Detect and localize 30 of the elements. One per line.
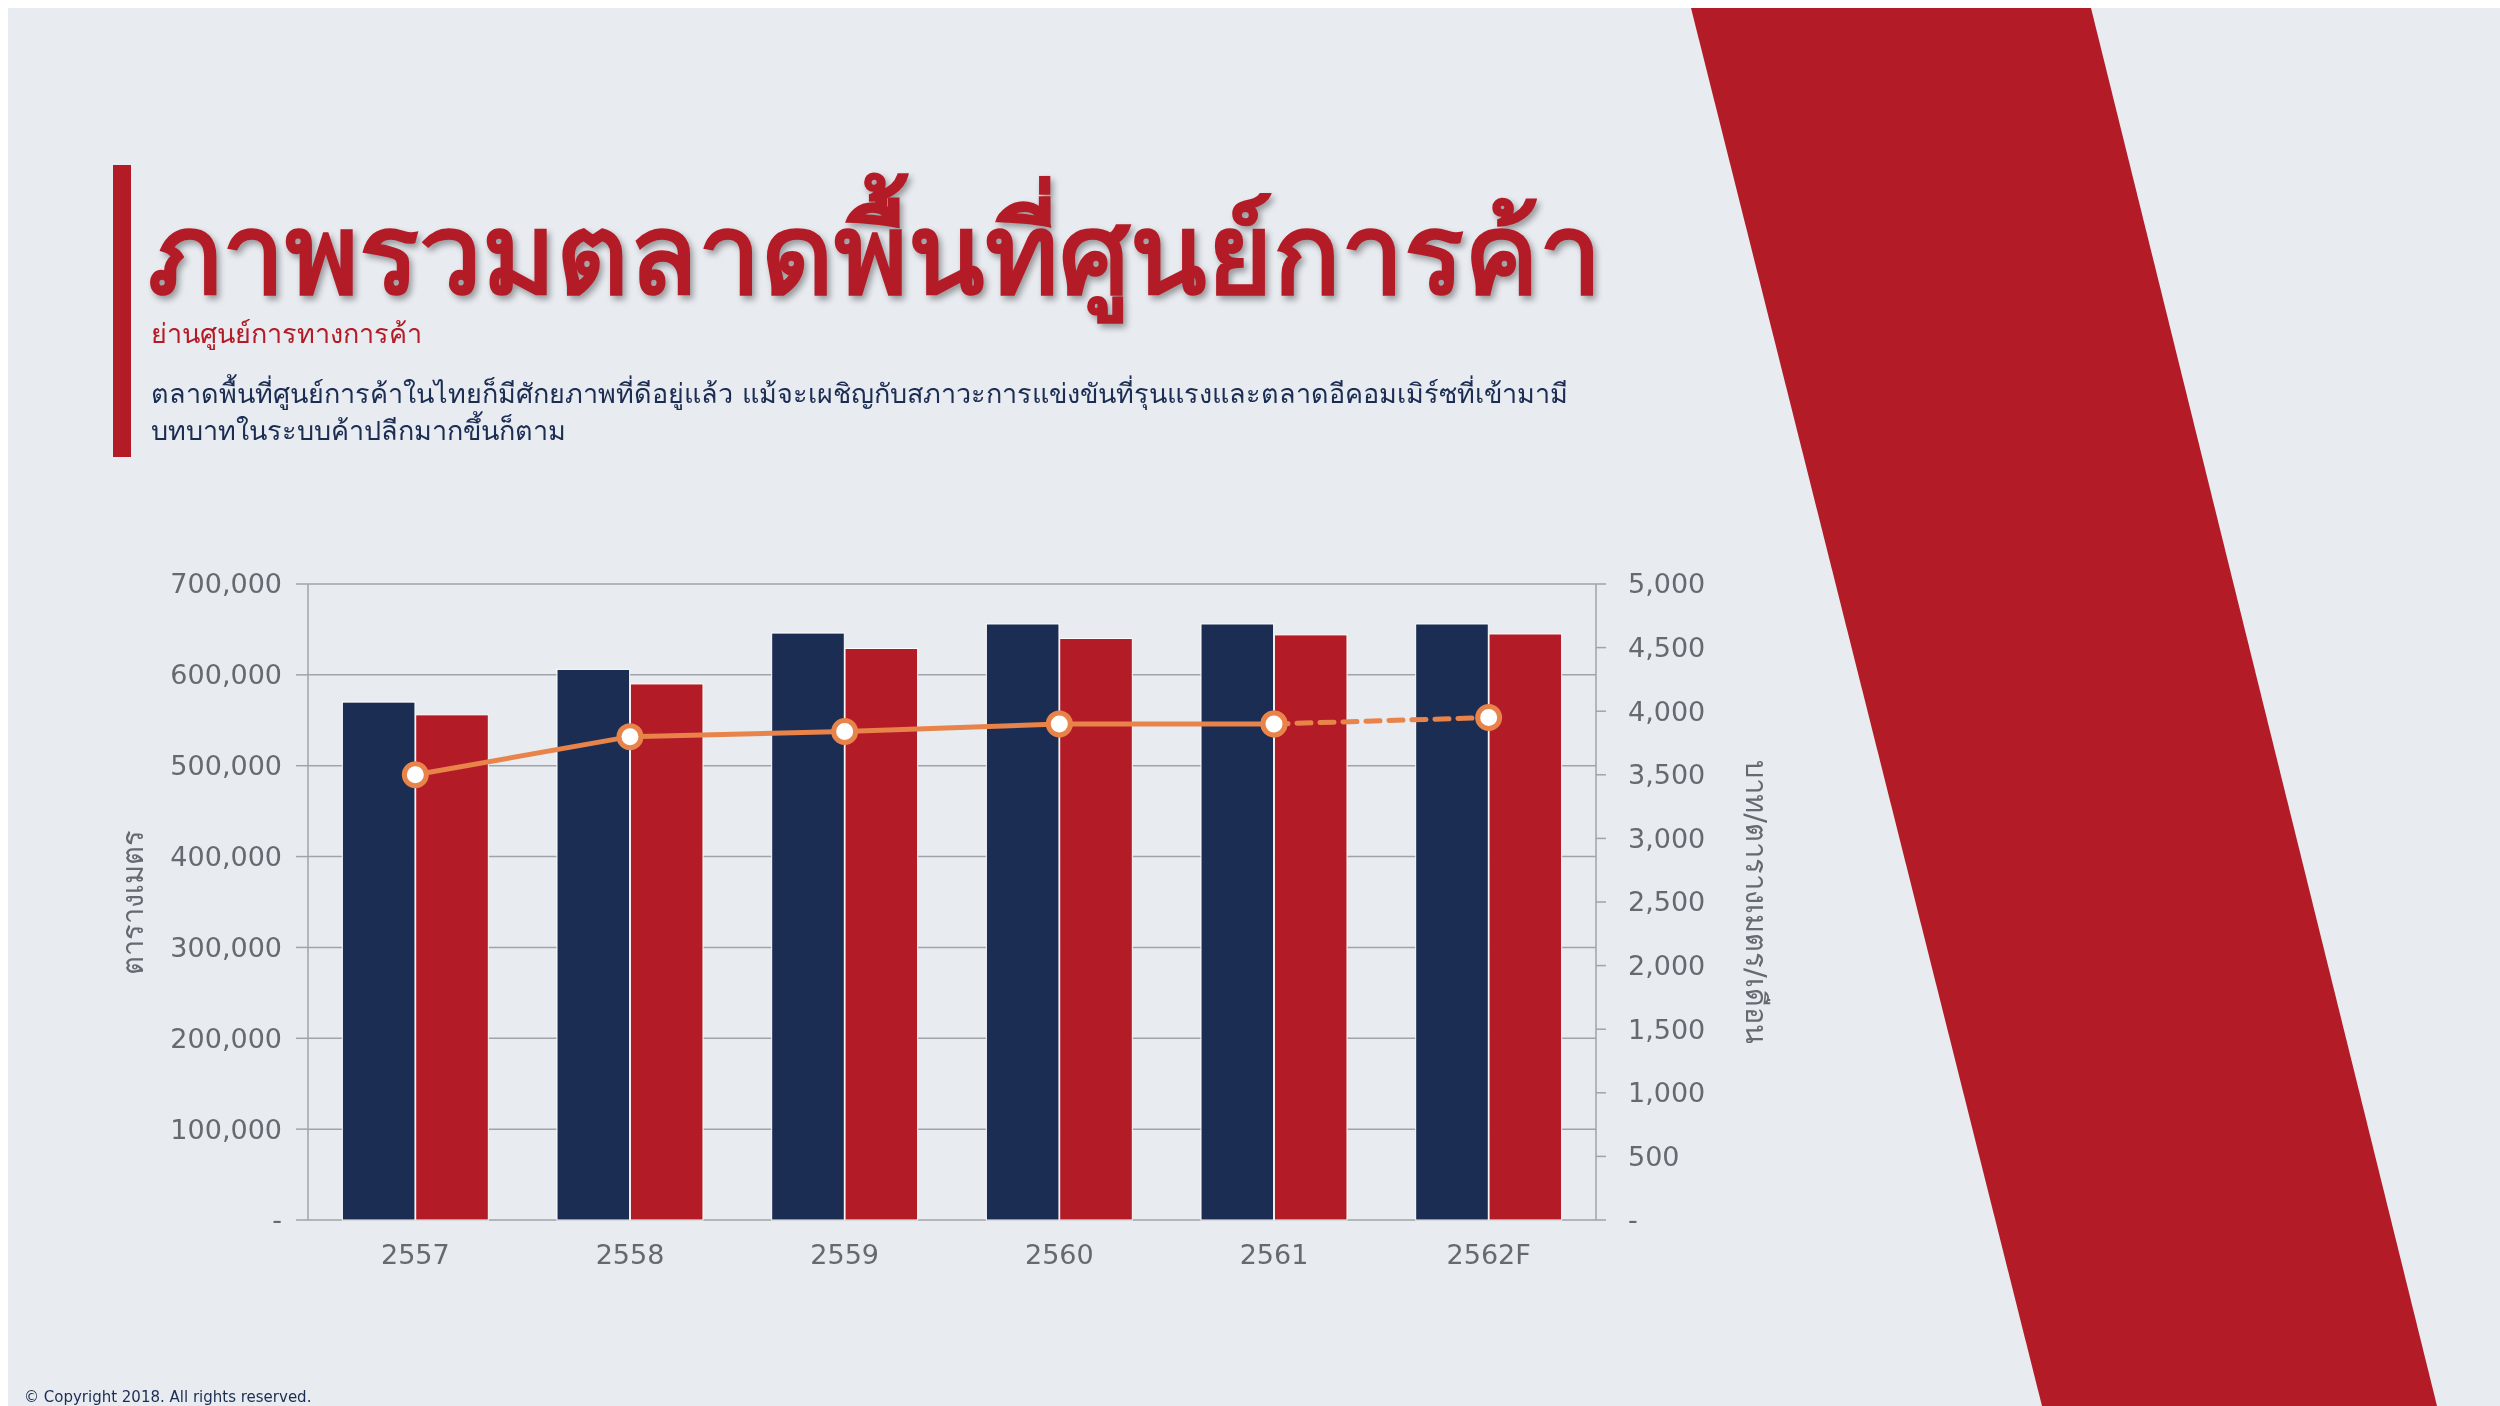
- y-tick-label: 100,000: [170, 1113, 282, 1145]
- y-tick-label: 300,000: [170, 931, 282, 963]
- y2-tick-label: 2,500: [1628, 886, 1706, 918]
- y2-tick-label: 1,500: [1628, 1013, 1706, 1045]
- text: © Copyright 2018. All rights reserved.: [24, 1388, 312, 1406]
- y2-axis-title: บาท/ตารางเมตร/เดือน: [1739, 760, 1773, 1044]
- x-tick-label: 2560: [1024, 1239, 1094, 1270]
- y2-tick-label: 3,000: [1628, 822, 1706, 854]
- x-tick-label: 2557: [380, 1239, 450, 1270]
- x-tick-label: 2562F: [1446, 1239, 1531, 1270]
- y2-tick-label: 4,500: [1628, 632, 1706, 664]
- y-tick-label: 400,000: [170, 841, 282, 873]
- y2-tick-label: 5,000: [1628, 568, 1706, 600]
- y2-tick-label: 3,500: [1628, 759, 1706, 791]
- y-tick-label: 700,000: [170, 568, 282, 600]
- text: ตลาดพื้นที่ศูนย์การค้าในไทยก็มีศักยภาพที่ดีอยู่แล้ว แม้จะเผชิญกับสภาวะการแข่งขันที่รุนแรงและตลาดอีคอมเมิร์ซที่เข้ามามี: [151, 374, 1568, 411]
- y2-tick-label: 500: [1628, 1140, 1680, 1172]
- y2-tick-label: -: [1628, 1204, 1638, 1236]
- y2-tick-label: 4,000: [1628, 695, 1706, 727]
- y-tick-label: 200,000: [170, 1022, 282, 1054]
- text: บทบาทในระบบค้าปลีกมากขึ้นก็ตาม: [151, 411, 566, 446]
- x-tick-label: 2558: [595, 1239, 665, 1270]
- x-tick-label: 2561: [1239, 1239, 1309, 1270]
- y-axis-title: ตารางเมตร: [116, 829, 150, 975]
- y2-tick-label: 2,000: [1628, 950, 1706, 982]
- y2-tick-label: 1,000: [1628, 1077, 1706, 1109]
- y-tick-label: -: [272, 1204, 282, 1236]
- x-tick-label: 2559: [810, 1239, 880, 1270]
- y-tick-label: 600,000: [170, 659, 282, 691]
- y-tick-label: 500,000: [170, 750, 282, 782]
